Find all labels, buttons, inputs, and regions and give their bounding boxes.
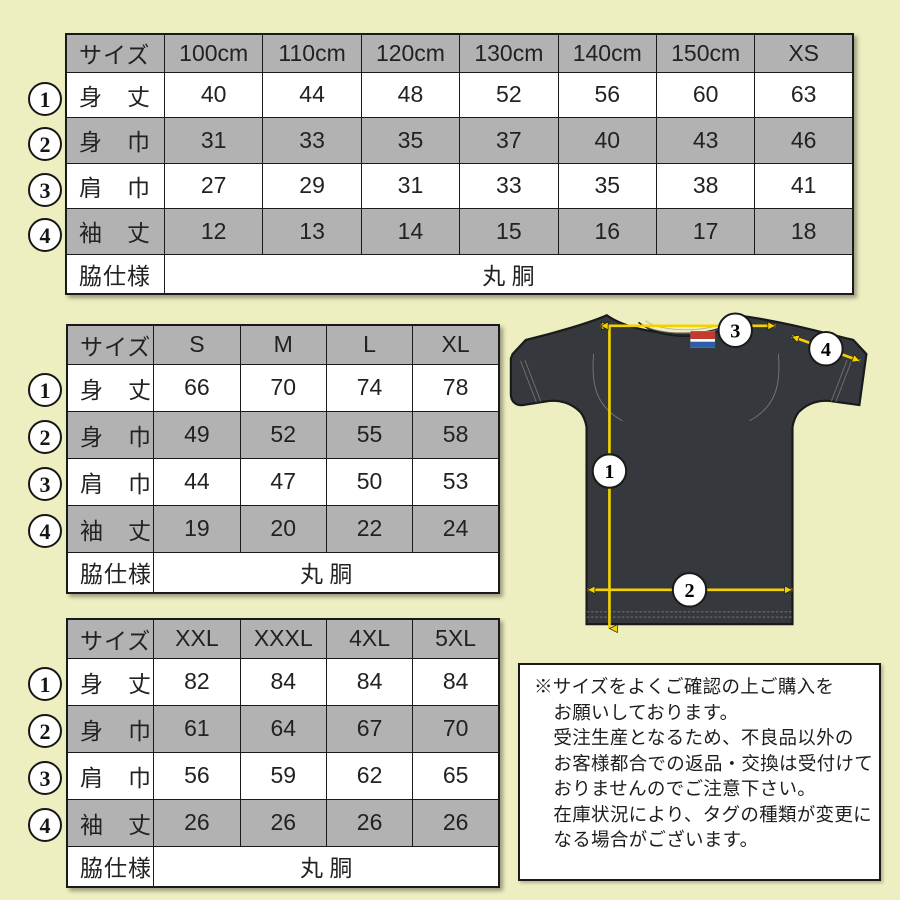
svg-text:3: 3	[730, 320, 740, 342]
svg-text:2: 2	[684, 580, 694, 602]
svg-text:4: 4	[821, 339, 831, 361]
svg-text:1: 1	[604, 461, 614, 483]
